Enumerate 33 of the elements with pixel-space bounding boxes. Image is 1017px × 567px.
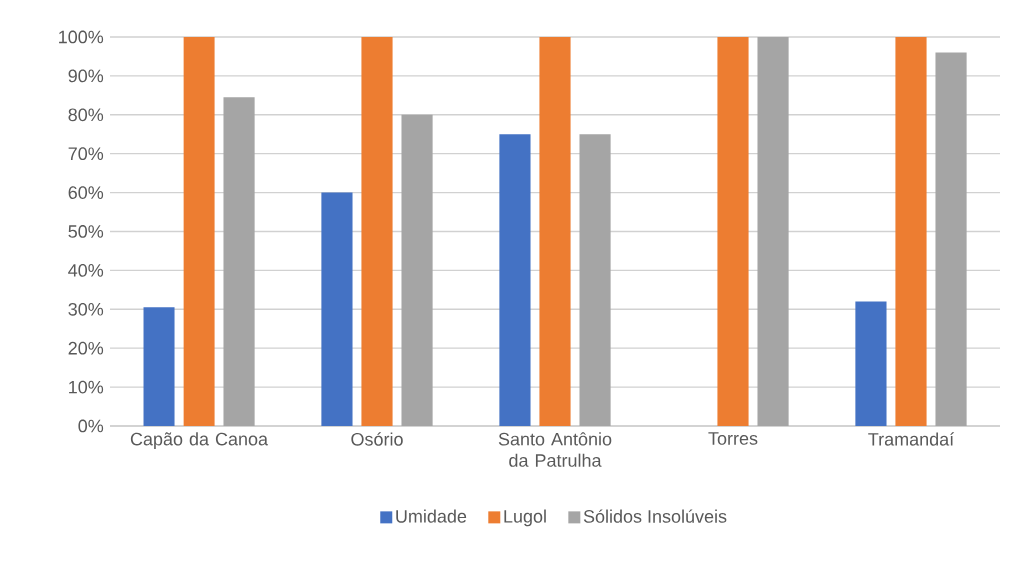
y-tick-label: 60% [68, 186, 104, 199]
x-tick-label: Torres [708, 432, 758, 445]
y-tick-label: 90% [68, 69, 104, 83]
bar [717, 36, 749, 426]
bar [401, 114, 433, 426]
legend-label: Lugol [504, 509, 546, 527]
legend-label: Sólidos Insolúveis [583, 509, 727, 523]
bar [935, 52, 967, 426]
legend-label: Umidade [396, 509, 467, 523]
bar [757, 36, 789, 426]
y-tick-label: 50% [68, 225, 104, 238]
x-tick-label: Capão da Canoa [130, 432, 269, 450]
bar [855, 301, 887, 426]
y-tick-label: 80% [68, 108, 104, 122]
y-tick-label: 30% [68, 302, 104, 316]
bar [539, 36, 571, 426]
bar [321, 192, 353, 426]
y-tick-label: 40% [68, 264, 104, 277]
x-tick-label: Tramandaí [868, 432, 955, 446]
bar [579, 134, 611, 426]
x-tick-label: Osório [351, 432, 403, 446]
bar [361, 36, 393, 426]
bar [499, 134, 531, 426]
y-tick-label: 100% [59, 30, 104, 44]
bar [143, 307, 175, 426]
y-tick-label: 20% [68, 341, 104, 355]
y-tick-label: 0% [78, 419, 104, 433]
y-tick-label: 70% [68, 147, 104, 161]
y-tick-label: 10% [69, 380, 104, 394]
x-tick-label: Santo Antônio da Patrulha [498, 432, 612, 467]
bar [223, 97, 255, 426]
bar [895, 36, 927, 426]
bar [183, 36, 215, 426]
